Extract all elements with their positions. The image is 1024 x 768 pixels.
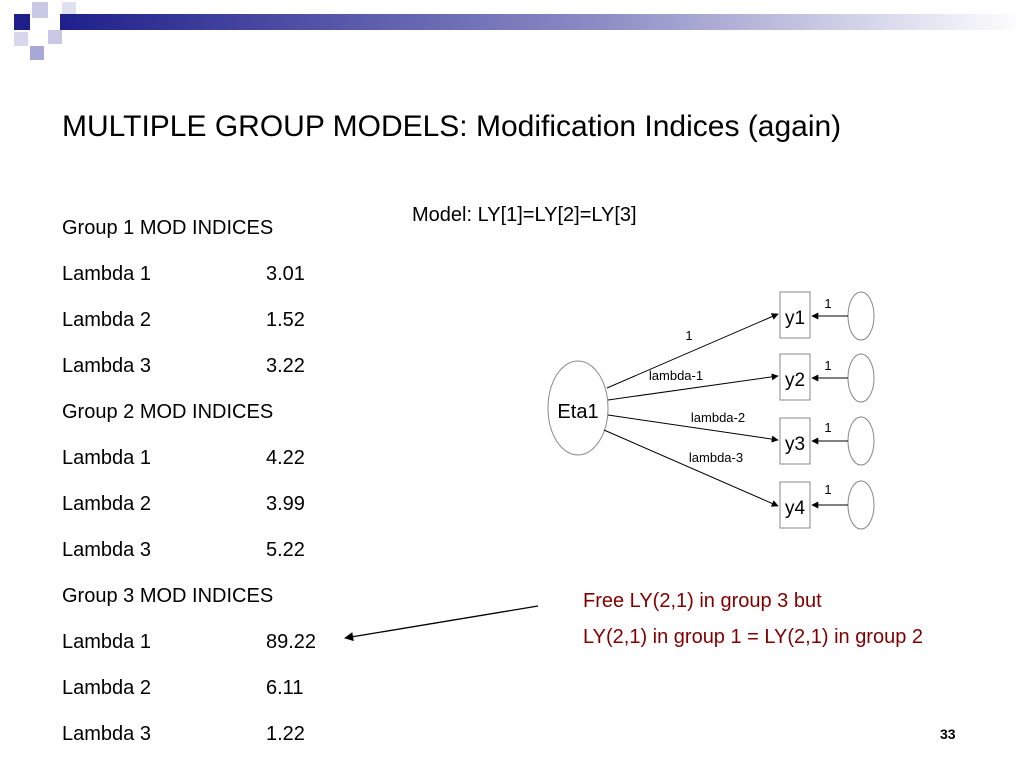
loading-path	[603, 429, 779, 507]
header-square	[30, 46, 44, 60]
list-item: Lambda 3 1.22	[62, 716, 316, 762]
list-item: Lambda 2 1.52	[62, 302, 316, 348]
mod-value: 6.11	[266, 677, 304, 699]
error-term-ellipse	[847, 416, 875, 466]
error-term-ellipse	[847, 353, 875, 403]
indicator-box	[779, 291, 811, 339]
note-line: Free LY(2,1) in group 3 but	[583, 590, 822, 612]
loading-path	[607, 414, 779, 443]
indicator-box	[779, 353, 811, 401]
mod-label: Lambda 3	[62, 723, 151, 745]
mod-label: Lambda 1	[62, 263, 151, 285]
mod-value: 1.52	[266, 309, 305, 331]
list-item: Lambda 2 6.11	[62, 670, 316, 716]
error-term-ellipse	[847, 480, 875, 530]
error-label: 1	[824, 296, 831, 311]
error-label: 1	[824, 358, 831, 373]
mod-label: Lambda 3	[62, 355, 151, 377]
slide-title: MULTIPLE GROUP MODELS: Modification Indi…	[62, 110, 842, 143]
mod-value: 5.22	[266, 539, 305, 561]
annotation-arrow	[344, 605, 539, 642]
annotation-note: Free LY(2,1) in group 3 but LY(2,1) in g…	[583, 588, 963, 660]
list-item: Group 3 MOD INDICES	[62, 578, 316, 624]
error-label: 1	[824, 420, 831, 435]
header-square	[62, 2, 76, 14]
list-item: Group 1 MOD INDICES	[62, 210, 316, 256]
header-square	[14, 32, 28, 46]
mod-label: Lambda 2	[62, 493, 151, 515]
latent-factor-label: Eta1	[557, 401, 598, 423]
indicator-label: y3	[785, 434, 805, 455]
list-item: Lambda 2 3.99	[62, 486, 316, 532]
list-item: Lambda 1 3.01	[62, 256, 316, 302]
mod-label: Lambda 1	[62, 447, 151, 469]
mod-label: Lambda 1	[62, 631, 151, 653]
path-label: lambda-3	[689, 450, 743, 465]
mod-value: 1.22	[266, 723, 305, 745]
path-label: lambda-1	[649, 368, 703, 383]
mod-label: Lambda 3	[62, 539, 151, 561]
mod-label: Lambda 2	[62, 309, 151, 331]
header-square	[48, 30, 62, 44]
indicator-label: y2	[785, 370, 805, 391]
loading-path	[606, 313, 779, 389]
mod-value: 3.99	[266, 493, 305, 515]
indicator-box	[779, 417, 811, 465]
note-line: LY(2,1) in group 1 = LY(2,1) in group 2	[583, 626, 924, 648]
path-label: lambda-2	[691, 410, 745, 425]
page-number: 33	[940, 726, 956, 742]
mod-label: Group 3 MOD INDICES	[62, 585, 274, 607]
list-item: Lambda 1 89.22	[62, 624, 316, 670]
mod-label: Group 1 MOD INDICES	[62, 217, 274, 239]
path-label: 1	[685, 328, 692, 343]
latent-factor-ellipse	[547, 360, 609, 456]
error-term-ellipse	[847, 291, 875, 341]
mod-value: 3.01	[266, 263, 305, 285]
list-item: Lambda 3 5.22	[62, 532, 316, 578]
header-gradient-bar	[60, 14, 1024, 30]
mod-value: 3.22	[266, 355, 305, 377]
list-item: Lambda 3 3.22	[62, 348, 316, 394]
loading-path	[607, 373, 779, 401]
error-label: 1	[824, 482, 831, 497]
list-item: Group 2 MOD INDICES	[62, 394, 316, 440]
indicator-label: y4	[785, 498, 806, 519]
list-item: Lambda 1 4.22	[62, 440, 316, 486]
header-square	[14, 14, 30, 30]
mod-label: Group 2 MOD INDICES	[62, 401, 274, 423]
header-square	[32, 2, 48, 18]
indicator-box	[779, 481, 811, 529]
model-label: Model: LY[1]=LY[2]=LY[3]	[412, 204, 637, 226]
indicator-label: y1	[785, 308, 805, 329]
mod-indices-list: Group 1 MOD INDICES Lambda 1 3.01 Lambda …	[62, 210, 316, 762]
mod-value: 4.22	[266, 447, 305, 469]
mod-value: 89.22	[266, 631, 317, 653]
mod-label: Lambda 2	[62, 677, 151, 699]
